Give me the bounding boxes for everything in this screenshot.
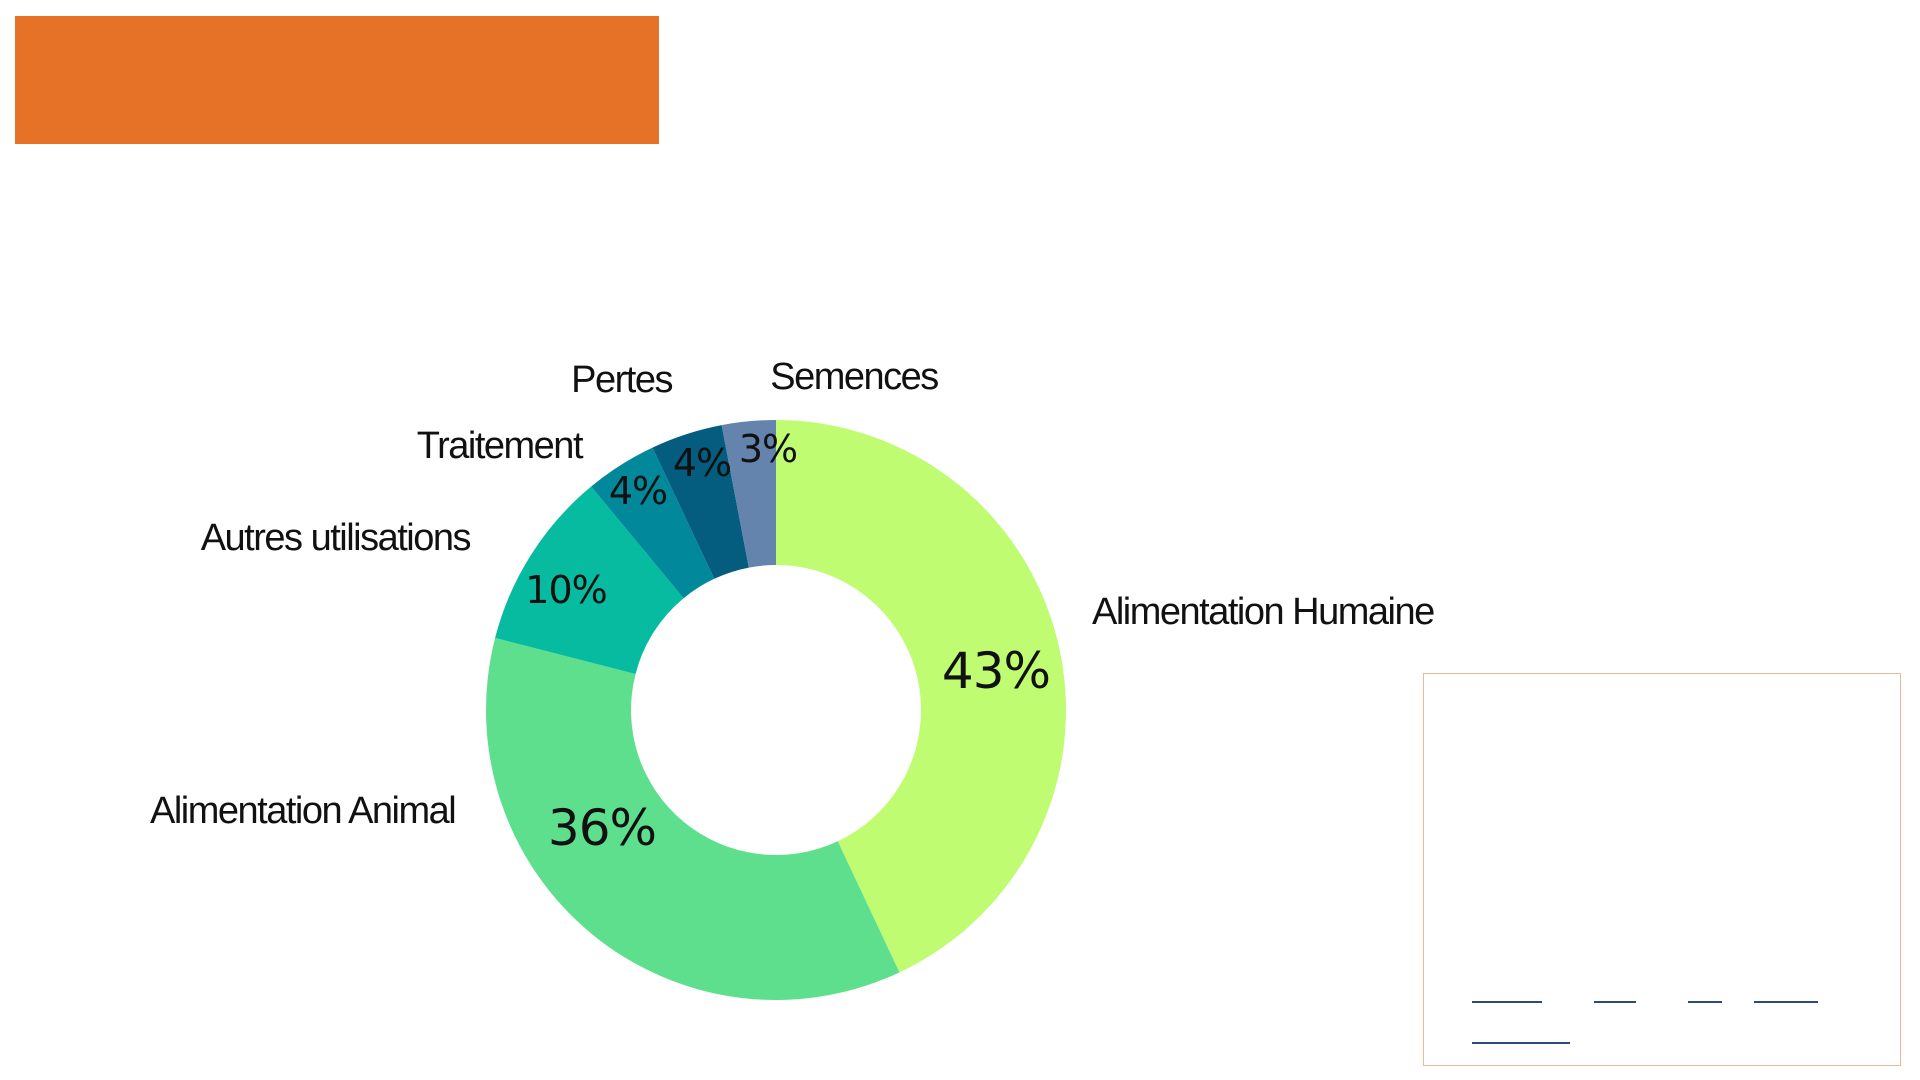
slice-name-label: Semences [770, 356, 938, 398]
donut-slice [591, 447, 715, 599]
slice-percent-label: 36% [548, 799, 656, 857]
slice-percent-label: 10% [525, 568, 606, 612]
slice-name-label: Traitement [417, 425, 584, 467]
donut-slice [485, 637, 900, 1000]
slice-percent-label: 3% [739, 427, 797, 471]
link-underline[interactable] [1594, 1001, 1636, 1003]
slice-percent-label: 4% [673, 441, 731, 485]
slice-name-labels: Alimentation Humaine Alimentation Animal A… [150, 356, 1436, 832]
donut-slice [495, 486, 684, 674]
donut-slice [652, 425, 749, 579]
slice-name-label: Autres utilisations [201, 517, 471, 559]
side-panel [1423, 673, 1901, 1066]
link-underline[interactable] [1688, 1001, 1722, 1003]
donut-slice [721, 420, 776, 568]
slice-percent-label: 43% [942, 642, 1050, 700]
title-banner [15, 16, 659, 144]
slice-name-label: Alimentation Animal [150, 790, 455, 832]
donut-slices [485, 420, 1066, 1000]
link-underline[interactable] [1472, 1042, 1570, 1044]
slice-percent-label: 4% [609, 469, 667, 513]
donut-slice [776, 420, 1066, 973]
link-underline[interactable] [1472, 1001, 1542, 1003]
slice-name-label: Pertes [571, 359, 672, 401]
slice-name-label: Alimentation Humaine [1092, 591, 1434, 633]
percent-labels: 43%36%10%4%4% 3% [525, 427, 1051, 857]
link-underline[interactable] [1754, 1001, 1818, 1003]
